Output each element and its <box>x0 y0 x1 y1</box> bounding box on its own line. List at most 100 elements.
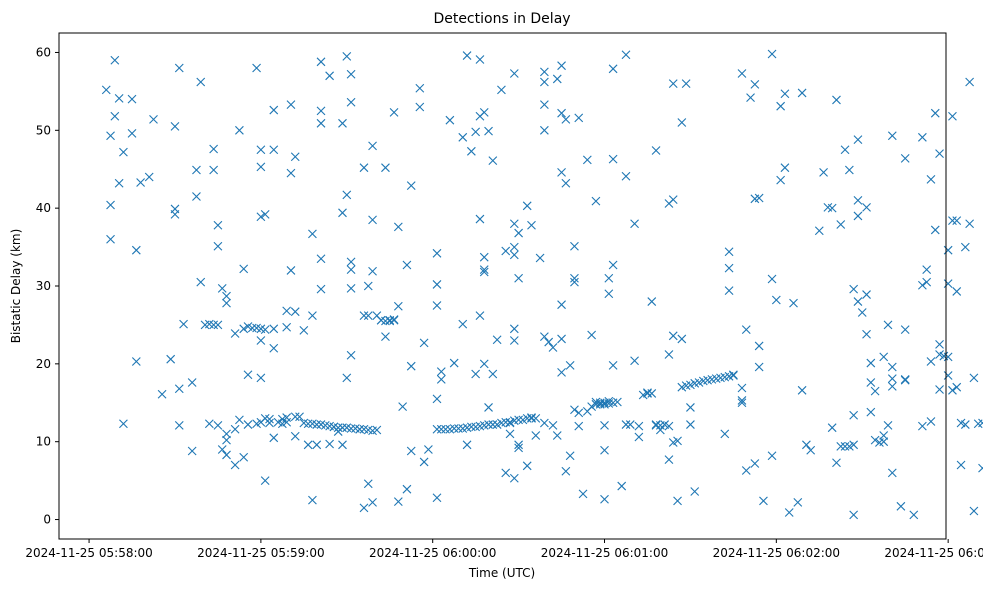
x-axis: 2024-11-25 05:58:00 2024-11-25 05:59:00 20… <box>25 539 983 560</box>
data-point <box>591 196 601 206</box>
data-point <box>479 267 489 277</box>
data-point <box>368 215 377 225</box>
data-point <box>514 440 523 450</box>
data-point <box>514 443 523 453</box>
data-point <box>857 308 867 317</box>
data-point <box>630 356 639 366</box>
y-tick-label: 10 <box>36 435 51 449</box>
data-point <box>449 424 459 433</box>
data-point <box>677 334 687 344</box>
data-point <box>866 358 876 368</box>
data-point <box>497 85 506 95</box>
data-point <box>260 476 270 486</box>
data-point <box>720 429 730 439</box>
data-point <box>213 420 223 430</box>
data-point <box>539 67 549 77</box>
data-point <box>767 451 777 461</box>
data-point <box>862 202 871 212</box>
data-point <box>342 190 352 200</box>
data-point <box>119 147 128 157</box>
data-point <box>570 241 579 251</box>
data-point <box>935 149 944 159</box>
data-point <box>844 165 854 175</box>
data-point <box>557 300 566 310</box>
data-point <box>230 424 240 434</box>
x-tick-label: 2024-11-25 05:58:00 <box>25 546 152 560</box>
data-point <box>960 420 970 429</box>
data-point <box>887 382 897 391</box>
data-point <box>969 373 979 383</box>
data-point <box>862 290 871 299</box>
data-point <box>737 398 747 408</box>
data-point <box>613 397 622 407</box>
data-point <box>651 146 661 155</box>
data-point <box>338 208 347 218</box>
data-point <box>952 287 962 296</box>
data-point <box>505 418 515 428</box>
data-point <box>265 414 274 424</box>
data-point <box>316 57 326 67</box>
data-point <box>247 323 257 333</box>
data-point <box>441 424 450 434</box>
data-point <box>548 420 558 430</box>
data-point <box>630 219 639 229</box>
data-point <box>239 264 249 274</box>
data-point <box>887 362 897 372</box>
data-point <box>561 466 571 476</box>
data-point <box>557 368 566 377</box>
data-point <box>922 277 932 287</box>
data-point <box>527 413 536 423</box>
data-point <box>509 250 519 260</box>
data-point <box>956 460 966 470</box>
data-point <box>316 118 326 128</box>
x-tick-label: 2024-11-25 05:59:00 <box>197 546 324 560</box>
data-point <box>969 506 979 516</box>
data-point <box>849 440 859 450</box>
data-point <box>750 459 760 468</box>
data-point <box>741 325 751 334</box>
data-point <box>514 415 523 425</box>
data-point <box>952 382 962 392</box>
data-point <box>754 341 764 351</box>
data-point <box>570 273 579 283</box>
data-point <box>960 242 970 252</box>
data-point <box>887 374 897 384</box>
data-point <box>750 79 760 89</box>
data-point <box>308 229 317 239</box>
data-point <box>570 405 579 415</box>
data-point <box>290 307 300 317</box>
data-point <box>625 420 635 429</box>
data-point <box>363 311 373 320</box>
data-point <box>256 145 266 155</box>
data-point <box>686 403 695 412</box>
data-point <box>406 181 416 190</box>
data-point <box>866 378 876 387</box>
data-point <box>681 79 691 88</box>
y-tick-label: 20 <box>36 357 51 371</box>
data-point <box>174 384 184 394</box>
data-point <box>222 291 231 301</box>
data-point <box>445 115 455 125</box>
data-point <box>170 122 180 131</box>
data-point <box>797 88 807 98</box>
x-tick-label: 2024-11-25 06:00:00 <box>369 546 496 560</box>
data-point <box>574 421 584 431</box>
data-point <box>256 162 266 172</box>
data-point <box>728 371 738 380</box>
data-point <box>754 362 764 372</box>
data-point <box>724 263 734 273</box>
data-point <box>243 370 253 380</box>
data-point <box>127 94 137 104</box>
data-point <box>557 334 566 344</box>
data-point <box>458 132 468 142</box>
data-point <box>458 319 468 329</box>
data-point <box>363 281 373 291</box>
data-point <box>393 497 403 507</box>
data-point <box>338 118 347 128</box>
data-point <box>621 50 631 60</box>
data-point <box>131 357 141 366</box>
data-point <box>664 421 674 431</box>
data-point <box>647 297 657 306</box>
